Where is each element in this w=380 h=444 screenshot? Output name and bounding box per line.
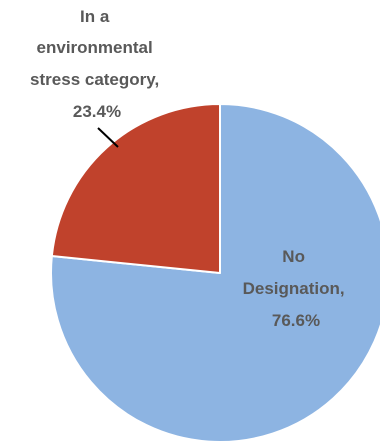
pie-slice-stress-category <box>50 103 221 274</box>
pie-slices <box>50 103 380 443</box>
no-designation-label-line-3: 76.6% <box>272 311 320 330</box>
no-designation-label-line-2: Designation, <box>243 279 345 298</box>
stress-category-label-line-3: stress category, <box>30 70 159 89</box>
stress-category-label-line-1: In a <box>80 7 110 26</box>
stress-category-label-line-4: 23.4% <box>73 102 121 121</box>
no-designation-label-line-1: No <box>282 247 305 266</box>
no-designation-label: No Designation, 76.6% <box>243 247 350 330</box>
stress-category-label-line-2: environmental <box>37 38 153 57</box>
stress-category-label: In a environmental stress category, 23.4… <box>30 7 164 121</box>
leader-line <box>97 127 119 148</box>
